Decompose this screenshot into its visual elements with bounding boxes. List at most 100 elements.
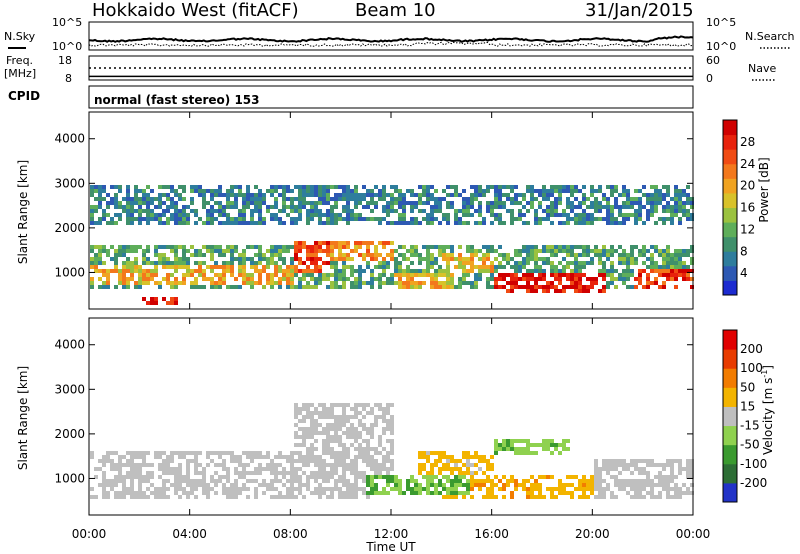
- heatmap-cell: [430, 467, 434, 471]
- heatmap-cell: [290, 455, 294, 459]
- heatmap-cell: [270, 285, 274, 289]
- heatmap-cell: [594, 201, 598, 205]
- heatmap-cell: [666, 463, 670, 467]
- heatmap-cell: [422, 451, 426, 455]
- heatmap-cell: [606, 273, 610, 277]
- heatmap-cell: [310, 447, 314, 451]
- colorbar-segment: [723, 236, 737, 252]
- heatmap-cell: [258, 221, 262, 225]
- heatmap-cell: [594, 277, 598, 281]
- heatmap-cell: [238, 265, 242, 269]
- colorbar-tick-label: 28: [740, 135, 755, 149]
- heatmap-cell: [342, 277, 346, 281]
- heatmap-cell: [354, 495, 358, 499]
- heatmap-cell: [334, 273, 338, 277]
- heatmap-cell: [590, 475, 594, 479]
- heatmap-cell: [366, 261, 370, 265]
- heatmap-cell: [238, 269, 242, 273]
- heatmap-cell: [302, 483, 306, 487]
- heatmap-cell: [498, 193, 502, 197]
- heatmap-cell: [566, 217, 570, 221]
- heatmap-cell: [638, 269, 642, 273]
- heatmap-cell: [582, 289, 586, 293]
- heatmap-cell: [642, 185, 646, 189]
- heatmap-cell: [126, 197, 130, 201]
- heatmap-cell: [286, 245, 290, 249]
- heatmap-cell: [462, 257, 466, 261]
- heatmap-cell: [146, 463, 150, 467]
- heatmap-cell: [678, 269, 682, 273]
- heatmap-cell: [466, 487, 470, 491]
- heatmap-cell: [170, 249, 174, 253]
- heatmap-cell: [378, 261, 382, 265]
- heatmap-cell: [666, 277, 670, 281]
- heatmap-cell: [274, 245, 278, 249]
- heatmap-cell: [502, 221, 506, 225]
- heatmap-cell: [354, 483, 358, 487]
- heatmap-cell: [358, 443, 362, 447]
- heatmap-cell: [374, 415, 378, 419]
- heatmap-cell: [106, 495, 110, 499]
- heatmap-cell: [666, 273, 670, 277]
- heatmap-cell: [686, 253, 690, 257]
- heatmap-cell: [126, 459, 130, 463]
- heatmap-cell: [174, 297, 178, 301]
- heatmap-cell: [342, 273, 346, 277]
- heatmap-cell: [514, 281, 518, 285]
- heatmap-cell: [138, 479, 142, 483]
- heatmap-cell: [434, 487, 438, 491]
- heatmap-cell: [274, 273, 278, 277]
- heatmap-cell: [330, 487, 334, 491]
- heatmap-cell: [342, 253, 346, 257]
- heatmap-cell: [146, 273, 150, 277]
- heatmap-cell: [130, 209, 134, 213]
- heatmap-cell: [622, 459, 626, 463]
- heatmap-cell: [434, 209, 438, 213]
- heatmap-cell: [518, 193, 522, 197]
- heatmap-cell: [302, 277, 306, 281]
- heatmap-cell: [582, 197, 586, 201]
- heatmap-cell: [422, 487, 426, 491]
- heatmap-cell: [206, 209, 210, 213]
- heatmap-cell: [310, 475, 314, 479]
- heatmap-cell: [206, 451, 210, 455]
- heatmap-cell: [378, 285, 382, 289]
- heatmap-cell: [190, 491, 194, 495]
- heatmap-cell: [270, 261, 274, 265]
- heatmap-cell: [238, 487, 242, 491]
- heatmap-cell: [370, 455, 374, 459]
- heatmap-cell: [626, 483, 630, 487]
- heatmap-cell: [302, 495, 306, 499]
- heatmap-cell: [446, 217, 450, 221]
- heatmap-cell: [178, 471, 182, 475]
- heatmap-cell: [394, 257, 398, 261]
- heatmap-cell: [562, 245, 566, 249]
- heatmap-cell: [350, 269, 354, 273]
- heatmap-cell: [534, 189, 538, 193]
- heatmap-cell: [370, 447, 374, 451]
- heatmap-cell: [434, 451, 438, 455]
- heatmap-cell: [506, 289, 510, 293]
- heatmap-cell: [598, 205, 602, 209]
- heatmap-cell: [154, 253, 158, 257]
- heatmap-cell: [682, 467, 686, 471]
- heatmap-cell: [94, 245, 98, 249]
- heatmap-cell: [398, 285, 402, 289]
- heatmap-cell: [562, 249, 566, 253]
- heatmap-cell: [478, 459, 482, 463]
- heatmap-cell: [390, 423, 394, 427]
- heatmap-cell: [146, 209, 150, 213]
- heatmap-cell: [158, 221, 162, 225]
- heatmap-cell: [326, 241, 330, 245]
- heatmap-cell: [286, 471, 290, 475]
- heatmap-cell: [498, 205, 502, 209]
- heatmap-cell: [290, 483, 294, 487]
- heatmap-cell: [466, 451, 470, 455]
- heatmap-cell: [526, 185, 530, 189]
- heatmap-cell: [590, 201, 594, 205]
- heatmap-cell: [394, 221, 398, 225]
- colorbar-segment: [723, 163, 737, 179]
- heatmap-cell: [378, 475, 382, 479]
- heatmap-cell: [286, 205, 290, 209]
- heatmap-cell: [358, 197, 362, 201]
